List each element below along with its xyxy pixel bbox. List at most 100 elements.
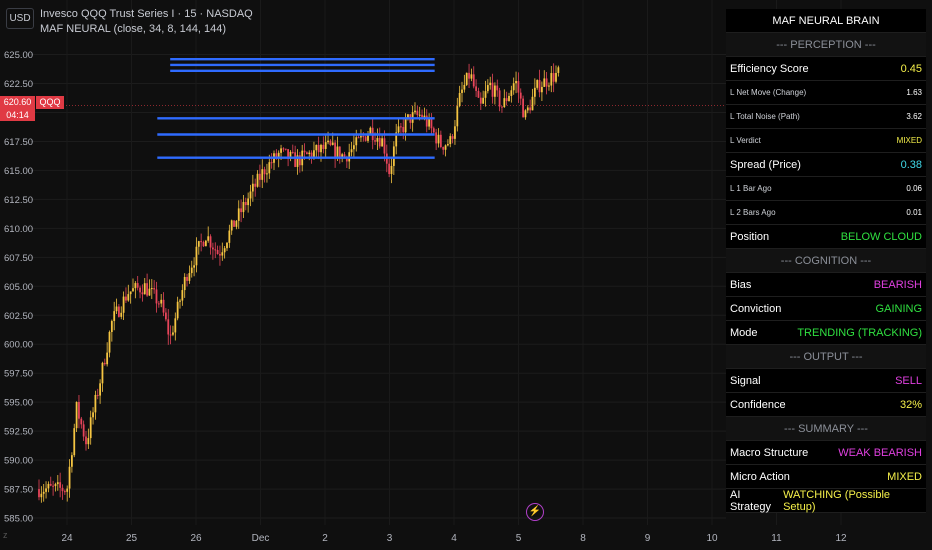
lightning-icon[interactable]: ⚡ bbox=[526, 503, 544, 521]
candle-body bbox=[508, 95, 510, 101]
x-tick-label: 11 bbox=[771, 533, 782, 544]
candle-body bbox=[512, 83, 515, 91]
candle-body bbox=[383, 138, 386, 154]
candle-body bbox=[322, 144, 325, 149]
candle-body bbox=[303, 150, 306, 153]
symbol-title[interactable]: Invesco QQQ Trust Series I · 15 · NASDAQ bbox=[40, 8, 253, 20]
row-value: 32% bbox=[899, 398, 922, 411]
row-label: L 1 Bar Ago bbox=[730, 184, 772, 193]
symbol-label: QQQ bbox=[36, 96, 64, 109]
candle-body bbox=[439, 134, 442, 148]
candle-body bbox=[418, 114, 421, 116]
row-value: WEAK BEARISH bbox=[838, 446, 922, 459]
candle-body bbox=[242, 201, 245, 213]
candle-body bbox=[136, 283, 139, 288]
table-row: L Net Move (Change) 1.63 bbox=[726, 81, 926, 105]
x-tick-label: 2 bbox=[322, 533, 328, 544]
candle-body bbox=[129, 291, 132, 295]
row-label: Macro Structure bbox=[730, 446, 809, 459]
candle-body bbox=[127, 294, 130, 301]
currency-button[interactable]: USD bbox=[6, 8, 34, 29]
candle-body bbox=[529, 107, 532, 111]
candle-body bbox=[437, 134, 440, 144]
candle-body bbox=[85, 436, 87, 445]
candle-body bbox=[118, 306, 120, 317]
candle-body bbox=[280, 148, 282, 153]
candle-body bbox=[254, 183, 257, 187]
candle-body bbox=[428, 119, 430, 127]
table-section-header: --- PERCEPTION --- bbox=[726, 33, 926, 57]
table-row: L 1 Bar Ago 0.06 bbox=[726, 177, 926, 201]
candle-body bbox=[482, 97, 485, 104]
candle-body bbox=[282, 148, 285, 150]
y-tick-label: 597.50 bbox=[4, 369, 33, 380]
candle-body bbox=[416, 110, 419, 115]
candle-body bbox=[99, 383, 101, 396]
candle-body bbox=[468, 72, 470, 79]
row-value: SELL bbox=[895, 374, 922, 387]
neural-brain-table: MAF NEURAL BRAIN --- PERCEPTION --- Effic… bbox=[726, 9, 926, 513]
candle-body bbox=[360, 136, 362, 138]
candle-body bbox=[75, 401, 78, 429]
x-tick-label: 9 bbox=[645, 533, 651, 544]
candle-body bbox=[496, 85, 499, 91]
table-row: Signal SELL bbox=[726, 369, 926, 393]
candle-body bbox=[244, 201, 247, 206]
candle-body bbox=[125, 296, 127, 301]
candle-body bbox=[501, 106, 503, 108]
candle-body bbox=[139, 287, 141, 293]
candle-body bbox=[404, 118, 407, 133]
row-label: Bias bbox=[730, 278, 752, 291]
candle-body bbox=[78, 401, 80, 419]
candle-body bbox=[134, 283, 137, 289]
candle-body bbox=[277, 152, 280, 158]
candle-body bbox=[494, 85, 496, 97]
row-value: 3.62 bbox=[906, 112, 922, 121]
candle-body bbox=[407, 114, 409, 119]
x-tick-label: 10 bbox=[706, 533, 718, 544]
candle-body bbox=[261, 169, 264, 180]
candle-body bbox=[169, 334, 172, 336]
candle-body bbox=[519, 92, 522, 99]
candle-body bbox=[233, 220, 235, 227]
candle-body bbox=[517, 81, 520, 93]
x-tick-label: 12 bbox=[835, 533, 847, 544]
candle-body bbox=[336, 146, 339, 159]
candle-body bbox=[284, 148, 287, 150]
candle-body bbox=[181, 290, 184, 301]
x-tick-label: 26 bbox=[190, 533, 202, 544]
candle-body bbox=[80, 418, 83, 425]
table-row: Mode TRENDING (TRACKING) bbox=[726, 321, 926, 345]
indicator-legend[interactable]: MAF NEURAL (close, 34, 8, 144, 144) bbox=[40, 23, 227, 35]
row-value: 0.45 bbox=[900, 62, 922, 75]
candle-body bbox=[364, 136, 367, 141]
candle-body bbox=[449, 136, 452, 145]
row-value: BELOW CLOUD bbox=[840, 230, 922, 243]
candle-body bbox=[548, 85, 550, 87]
tradingview-logo[interactable]: z bbox=[3, 530, 8, 540]
candle-body bbox=[247, 198, 250, 206]
candle-body bbox=[106, 352, 109, 365]
bar-countdown: 04:14 bbox=[0, 109, 35, 121]
table-section-header: --- COGNITION --- bbox=[726, 249, 926, 273]
candle-body bbox=[315, 144, 318, 151]
candle-body bbox=[472, 74, 475, 87]
candle-body bbox=[150, 288, 153, 290]
table-row: L Verdict MIXED bbox=[726, 129, 926, 153]
table-title: MAF NEURAL BRAIN bbox=[726, 9, 926, 33]
candle-body bbox=[251, 183, 254, 192]
candle-body bbox=[204, 240, 207, 247]
candle-body bbox=[317, 144, 320, 153]
candle-body bbox=[212, 247, 214, 250]
candle-body bbox=[63, 491, 66, 493]
row-value: GAINING bbox=[875, 302, 922, 315]
candle-body bbox=[108, 332, 111, 353]
candle-body bbox=[68, 466, 71, 489]
candle-body bbox=[49, 483, 52, 486]
candle-body bbox=[146, 283, 148, 296]
candle-body bbox=[103, 362, 106, 365]
y-tick-label: 585.00 bbox=[4, 514, 33, 525]
candle-body bbox=[179, 300, 181, 302]
candle-body bbox=[376, 137, 379, 142]
row-label: AI Strategy bbox=[730, 488, 771, 513]
